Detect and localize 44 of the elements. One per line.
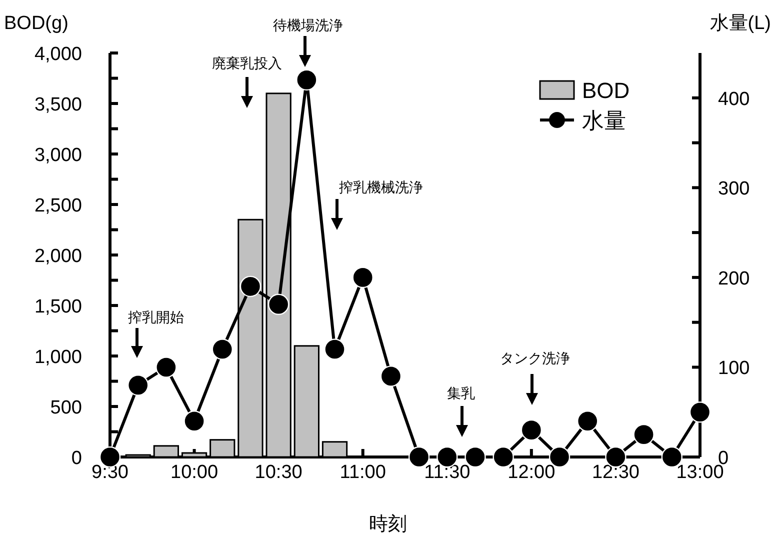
annotation: 搾乳機械洗浄 — [339, 179, 423, 195]
point — [296, 69, 318, 91]
x-tick-label: 12:30 — [592, 462, 640, 483]
point — [128, 374, 149, 396]
y-tick-label: 2,000 — [34, 246, 82, 267]
point — [577, 410, 598, 432]
x-tick-label: 12:00 — [508, 462, 556, 483]
text: 待機場洗浄 — [273, 17, 343, 33]
point — [633, 424, 654, 446]
annotation: 集乳 — [447, 385, 475, 401]
y-tick-label: 500 — [50, 398, 82, 418]
point — [352, 266, 374, 288]
y-tick-label: 3,000 — [34, 145, 82, 166]
legend-label: 水量 — [582, 108, 626, 133]
x-tick-label: 11:30 — [424, 462, 470, 483]
x-tick-label: 10:30 — [254, 462, 302, 483]
x-tick-label: 11:00 — [340, 462, 386, 483]
y2-tick-label: 400 — [718, 88, 750, 110]
y2-axis-title: 水量(L) — [710, 13, 771, 34]
point — [268, 294, 290, 315]
y2-tick-label: 300 — [718, 178, 750, 200]
annotation: タンク洗浄 — [500, 350, 570, 366]
point — [380, 366, 402, 387]
point — [156, 356, 177, 378]
y2-tick-label: 200 — [718, 268, 750, 290]
annotation: 廃棄乳投入 — [212, 55, 282, 71]
y-axis-title: BOD(g) — [4, 13, 68, 34]
point — [212, 338, 233, 360]
point — [240, 276, 262, 298]
y-tick-label: 1,000 — [34, 347, 82, 368]
x-tick-label: 10:00 — [170, 462, 218, 483]
point — [689, 402, 711, 423]
x-axis-title: 時刻 — [369, 513, 407, 535]
y-tick-label: 2,500 — [34, 196, 82, 216]
point — [184, 410, 205, 432]
point — [324, 338, 346, 360]
point — [520, 419, 542, 441]
annotation: 搾乳開始 — [128, 309, 184, 325]
y-tick-label: 1,500 — [34, 296, 82, 318]
y-tick-label: 0 — [71, 448, 82, 469]
y2-tick-label: 100 — [718, 358, 750, 380]
legend-label: BOD — [582, 78, 630, 103]
y-tick-label: 4,000 — [34, 44, 82, 65]
y-tick-label: 3,500 — [34, 94, 82, 116]
